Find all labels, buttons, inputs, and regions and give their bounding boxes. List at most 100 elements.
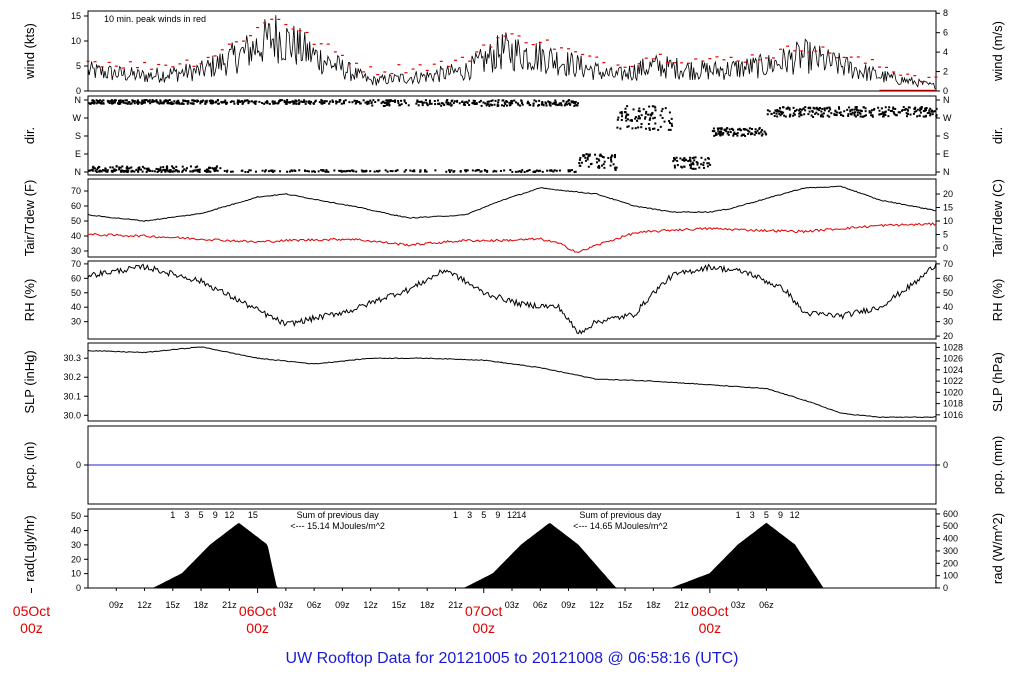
dir-point: [579, 164, 582, 167]
dir-point: [307, 170, 310, 173]
dir-point: [564, 102, 567, 105]
dir-point: [175, 101, 178, 104]
ylabel-left-precip: pcp. (in): [22, 442, 37, 489]
dir-point: [186, 102, 189, 105]
dir-point: [91, 169, 94, 172]
dir-point: [462, 103, 465, 106]
dir-point: [782, 111, 785, 114]
dir-point: [445, 170, 448, 173]
dir-point: [191, 102, 194, 105]
radiation-hour-label: 9: [495, 510, 500, 520]
dir-point: [919, 111, 922, 114]
dir-point: [464, 101, 467, 104]
dir-point: [775, 110, 778, 113]
dir-point: [547, 100, 550, 103]
dir-point: [687, 160, 690, 163]
dir-point: [712, 127, 715, 130]
dir-point: [637, 109, 640, 112]
dir-point: [504, 102, 507, 105]
dir-point: [620, 111, 623, 114]
dir-point: [485, 104, 488, 107]
xtick-label: 09z: [561, 600, 576, 610]
dir-point: [155, 100, 158, 103]
dir-point: [474, 169, 477, 172]
dir-point: [761, 133, 764, 136]
dir-point: [450, 104, 453, 107]
dir-point: [472, 99, 475, 102]
dir-point: [567, 169, 570, 172]
dir-point: [912, 112, 915, 115]
dir-point: [799, 108, 802, 111]
dir-point: [254, 101, 257, 104]
dir-point: [736, 132, 739, 135]
dir-point: [913, 110, 916, 113]
xtick-label: 15z: [618, 600, 633, 610]
dir-point: [280, 99, 283, 102]
dir-point: [761, 129, 764, 132]
dir-point: [109, 166, 112, 169]
dir-point: [536, 169, 539, 172]
dir-point: [574, 100, 577, 103]
dir-point: [247, 102, 250, 105]
dir-point: [884, 113, 887, 116]
ytick-label-left: 30: [71, 246, 81, 256]
dir-point: [648, 127, 651, 130]
dir-point: [732, 134, 735, 137]
dir-point: [838, 111, 841, 114]
dir-point: [196, 170, 199, 173]
dir-point: [172, 166, 175, 169]
dir-point: [775, 112, 778, 115]
dir-point: [640, 126, 643, 129]
dir-point: [744, 134, 747, 137]
dir-point: [145, 99, 148, 102]
radiation-hour-label: 9: [778, 510, 783, 520]
ytick-label-left: 20: [71, 554, 81, 564]
dir-point: [211, 167, 214, 170]
ylabel-left-rh: RH (%): [22, 279, 37, 322]
dir-point: [670, 122, 673, 125]
dir-point: [776, 115, 779, 118]
dir-point: [676, 159, 679, 162]
dir-point: [537, 170, 540, 173]
dir-point: [286, 101, 289, 104]
dir-point: [198, 168, 201, 171]
xtick-label: 12z: [363, 600, 378, 610]
dir-point: [691, 157, 694, 160]
dir-point: [750, 132, 753, 135]
dir-point: [286, 99, 289, 102]
dir-point: [418, 100, 421, 103]
dir-point: [801, 108, 804, 111]
dir-point: [496, 104, 499, 107]
dir-point: [586, 156, 589, 159]
dir-point: [516, 102, 519, 105]
xtick-label: 03z: [505, 600, 520, 610]
dir-point: [165, 169, 168, 172]
dir-point: [214, 167, 217, 170]
dir-point: [877, 106, 880, 109]
dir-point: [827, 110, 830, 113]
dir-point: [901, 109, 904, 112]
dir-point: [853, 108, 856, 111]
dir-point: [126, 170, 129, 173]
dir-point: [137, 170, 140, 173]
dir-point: [737, 128, 740, 131]
dir-point: [788, 107, 791, 110]
dir-point: [588, 154, 591, 157]
dir-point: [142, 102, 145, 105]
dir-point: [210, 99, 213, 102]
dir-point: [298, 101, 301, 104]
dir-point: [263, 102, 266, 105]
dir-point: [471, 169, 474, 172]
ytick-label-right: 70: [943, 259, 953, 269]
dir-point: [792, 114, 795, 117]
dir-point: [204, 100, 207, 103]
dir-point: [183, 168, 186, 171]
dir-point: [626, 105, 629, 108]
dir-point: [644, 112, 647, 115]
dir-point: [191, 170, 194, 173]
ytick-label-right: 0: [943, 583, 948, 593]
dir-point: [692, 167, 695, 170]
dir-point: [407, 104, 410, 107]
dir-point: [870, 109, 873, 112]
dir-point: [822, 112, 825, 115]
